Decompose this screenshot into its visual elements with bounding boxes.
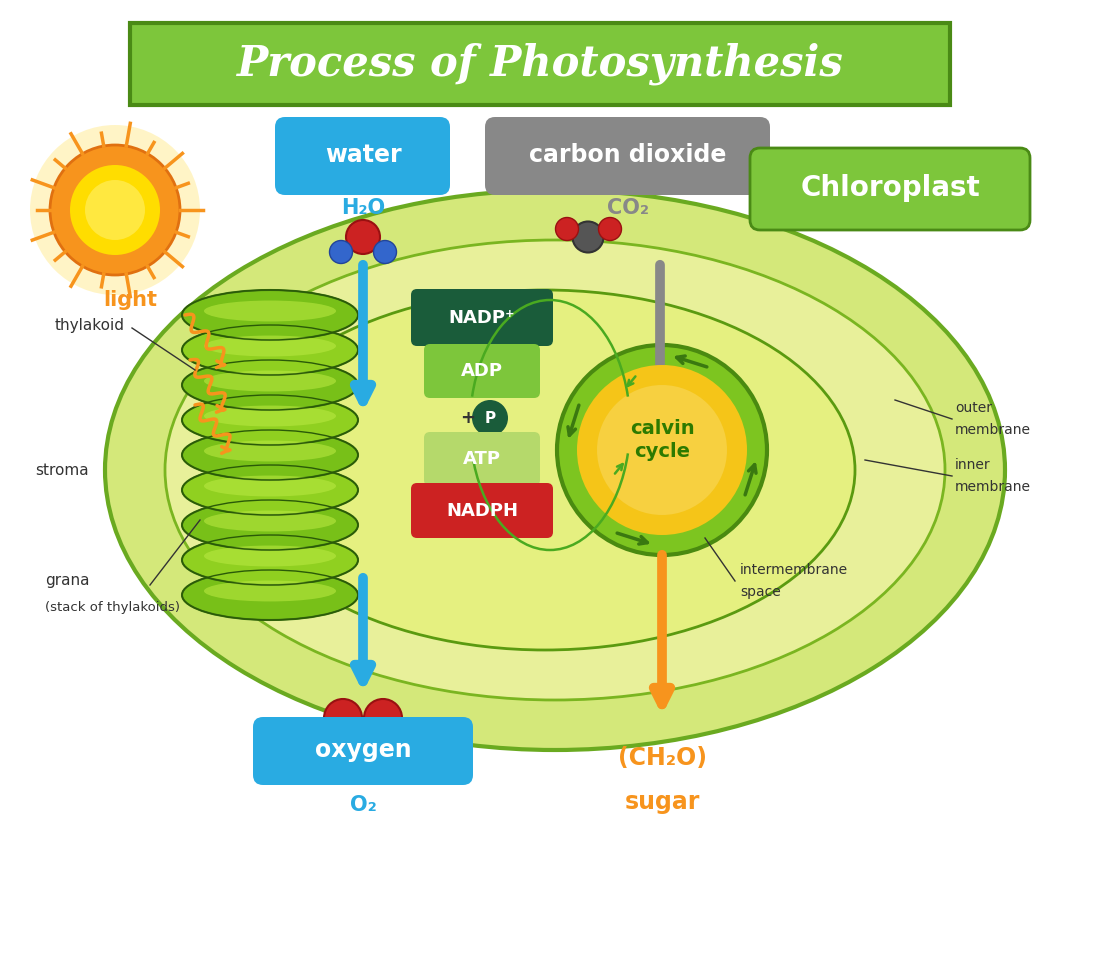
Circle shape xyxy=(324,699,362,737)
Ellipse shape xyxy=(204,370,336,391)
Text: space: space xyxy=(740,585,781,599)
Ellipse shape xyxy=(204,301,336,321)
FancyBboxPatch shape xyxy=(485,117,770,195)
Ellipse shape xyxy=(182,535,358,585)
Text: light: light xyxy=(103,290,157,310)
Text: sugar: sugar xyxy=(624,790,700,814)
FancyBboxPatch shape xyxy=(253,717,473,785)
Text: NADP⁺: NADP⁺ xyxy=(449,309,516,326)
Ellipse shape xyxy=(204,406,336,426)
Circle shape xyxy=(346,220,380,254)
FancyBboxPatch shape xyxy=(425,432,540,486)
Text: inner: inner xyxy=(955,458,991,472)
Text: outer: outer xyxy=(955,401,992,415)
Text: P: P xyxy=(485,411,496,425)
Text: NADPH: NADPH xyxy=(446,502,518,519)
Circle shape xyxy=(597,385,727,515)
Circle shape xyxy=(557,345,767,555)
Text: calvin
cycle: calvin cycle xyxy=(630,418,694,462)
Ellipse shape xyxy=(182,465,358,515)
Circle shape xyxy=(472,400,508,436)
Ellipse shape xyxy=(105,190,1005,750)
Text: oxygen: oxygen xyxy=(315,738,411,762)
FancyBboxPatch shape xyxy=(131,23,950,105)
Circle shape xyxy=(599,218,622,240)
Ellipse shape xyxy=(204,335,336,357)
Circle shape xyxy=(577,365,747,535)
Circle shape xyxy=(329,240,352,264)
Ellipse shape xyxy=(182,500,358,550)
Text: +: + xyxy=(461,409,475,427)
Ellipse shape xyxy=(204,546,336,566)
FancyBboxPatch shape xyxy=(411,483,553,538)
Text: ADP: ADP xyxy=(461,362,504,380)
Circle shape xyxy=(50,145,180,275)
Text: Process of Photosynthesis: Process of Photosynthesis xyxy=(237,43,844,85)
Ellipse shape xyxy=(182,430,358,480)
Text: thylakoid: thylakoid xyxy=(55,318,125,332)
Ellipse shape xyxy=(182,325,358,375)
Text: membrane: membrane xyxy=(955,480,1031,494)
Circle shape xyxy=(84,180,145,240)
Text: (CH₂O): (CH₂O) xyxy=(618,746,706,770)
Circle shape xyxy=(555,218,578,240)
Text: membrane: membrane xyxy=(955,423,1031,437)
FancyBboxPatch shape xyxy=(411,289,553,346)
Text: ATP: ATP xyxy=(463,450,501,468)
Text: Chloroplast: Chloroplast xyxy=(800,174,980,202)
Ellipse shape xyxy=(204,511,336,531)
Ellipse shape xyxy=(165,240,945,700)
Ellipse shape xyxy=(182,395,358,445)
Circle shape xyxy=(364,699,402,737)
Text: (stack of thylakoids): (stack of thylakoids) xyxy=(45,602,180,614)
Ellipse shape xyxy=(204,441,336,462)
Ellipse shape xyxy=(182,570,358,620)
Circle shape xyxy=(373,240,396,264)
Text: CO₂: CO₂ xyxy=(607,198,649,218)
FancyBboxPatch shape xyxy=(275,117,450,195)
Text: stroma: stroma xyxy=(35,463,89,477)
FancyBboxPatch shape xyxy=(425,344,540,398)
Circle shape xyxy=(70,165,160,255)
Text: intermembrane: intermembrane xyxy=(740,563,848,577)
Ellipse shape xyxy=(204,475,336,497)
Text: grana: grana xyxy=(45,572,90,587)
Circle shape xyxy=(573,221,603,253)
Text: H₂O: H₂O xyxy=(341,198,385,218)
Text: carbon dioxide: carbon dioxide xyxy=(530,143,726,167)
Text: water: water xyxy=(325,143,402,167)
Ellipse shape xyxy=(204,580,336,602)
Ellipse shape xyxy=(182,290,358,340)
FancyBboxPatch shape xyxy=(750,148,1030,230)
Ellipse shape xyxy=(235,290,855,650)
Circle shape xyxy=(30,125,200,295)
Ellipse shape xyxy=(182,360,358,410)
Text: O₂: O₂ xyxy=(350,795,376,815)
